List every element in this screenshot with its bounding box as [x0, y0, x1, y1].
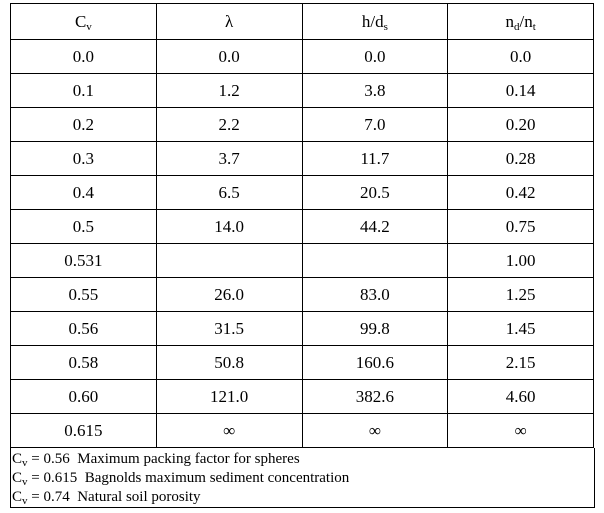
- table-cell: [301, 243, 449, 278]
- table-cell: 0.75: [447, 209, 594, 244]
- header-row: Cv λ h/ds nd/nt: [10, 3, 594, 40]
- table-cell: 0.55: [10, 277, 157, 312]
- table-row: 0.58 50.8 160.6 2.15: [10, 345, 594, 380]
- table-cell: 0.0: [301, 39, 449, 74]
- table-cell: 3.7: [155, 141, 303, 176]
- table-row: 0.5 14.0 44.2 0.75: [10, 209, 594, 244]
- table-cell: [155, 243, 303, 278]
- table-cell: 0.42: [447, 175, 594, 210]
- table-cell: 0.1: [10, 73, 157, 108]
- table-cell: 6.5: [155, 175, 303, 210]
- table-cell: 0.58: [10, 345, 157, 380]
- table-cell: 0.56: [10, 311, 157, 346]
- table-cell: 14.0: [155, 209, 303, 244]
- table-row: 0.4 6.5 20.5 0.42: [10, 175, 594, 210]
- table-cell: 83.0: [301, 277, 449, 312]
- table-cell: 0.531: [10, 243, 157, 278]
- table-cell: 121.0: [155, 379, 303, 414]
- table-cell: 0.2: [10, 107, 157, 142]
- table-cell: 1.25: [447, 277, 594, 312]
- table-cell: 0.0: [447, 39, 594, 74]
- table-row: 0.615 ∞ ∞ ∞: [10, 413, 594, 448]
- table-cell: 0.20: [447, 107, 594, 142]
- table-cell: 1.45: [447, 311, 594, 346]
- header-lambda: λ: [155, 3, 303, 40]
- note-line: Cv = 0.615 Bagnolds maximum sediment con…: [12, 469, 594, 488]
- header-cv: Cv: [10, 3, 157, 40]
- table-cell: 2.2: [155, 107, 303, 142]
- table-cell: 2.15: [447, 345, 594, 380]
- table-container: Cv λ h/ds nd/nt 0.0 0.0 0.0 0.0 0.1 1.2 3.8 0.1…: [10, 3, 595, 508]
- table-cell: 382.6: [301, 379, 449, 414]
- table-row: 0.55 26.0 83.0 1.25: [10, 277, 594, 312]
- table-cell: 26.0: [155, 277, 303, 312]
- table-cell: 0.0: [10, 39, 157, 74]
- note-line: Cv = 0.74 Natural soil porosity: [12, 488, 594, 507]
- table-row: 0.3 3.7 11.7 0.28: [10, 141, 594, 176]
- table-cell: 99.8: [301, 311, 449, 346]
- table-cell: ∞: [155, 413, 303, 448]
- table-cell: 0.0: [155, 39, 303, 74]
- note-symbol: C: [12, 470, 23, 486]
- table-row: 0.2 2.2 7.0 0.20: [10, 107, 594, 142]
- table-row: 0.60 121.0 382.6 4.60: [10, 379, 594, 414]
- table-cell: 1.00: [447, 243, 594, 278]
- table-cell: 4.60: [447, 379, 594, 414]
- table-cell: ∞: [301, 413, 449, 448]
- note-line: Cv = 0.56 Maximum packing factor for sph…: [12, 450, 594, 469]
- note-symbol: C: [12, 489, 23, 505]
- table-row: 0.531 1.00: [10, 243, 594, 278]
- table-cell: 1.2: [155, 73, 303, 108]
- notes-box: Cv = 0.56 Maximum packing factor for sph…: [10, 448, 595, 508]
- note-text: = 0.56 Maximum packing factor for sphere…: [27, 451, 300, 467]
- note-subscript: v: [22, 495, 28, 507]
- table-body: 0.0 0.0 0.0 0.0 0.1 1.2 3.8 0.14 0.2 2.2 7.0 0.20 0.…: [10, 39, 594, 448]
- note-subscript: v: [22, 457, 28, 469]
- table-row: 0.56 31.5 99.8 1.45: [10, 311, 594, 346]
- note-text: = 0.615 Bagnolds maximum sediment concen…: [27, 470, 350, 486]
- table-row: 0.1 1.2 3.8 0.14: [10, 73, 594, 108]
- table-cell: 3.8: [301, 73, 449, 108]
- table-cell: 0.615: [10, 413, 157, 448]
- table-cell: 0.3: [10, 141, 157, 176]
- note-text: = 0.74 Natural soil porosity: [27, 489, 201, 505]
- table-cell: 0.14: [447, 73, 594, 108]
- table-cell: 7.0: [301, 107, 449, 142]
- table-cell: 0.28: [447, 141, 594, 176]
- table-cell: 11.7: [301, 141, 449, 176]
- table-cell: 50.8: [155, 345, 303, 380]
- data-table: Cv λ h/ds nd/nt 0.0 0.0 0.0 0.0 0.1 1.2 3.8 0.1…: [10, 3, 594, 448]
- note-subscript: v: [22, 476, 28, 488]
- table-cell: 31.5: [155, 311, 303, 346]
- header-h-ds: h/ds: [301, 3, 449, 40]
- table-cell: 160.6: [301, 345, 449, 380]
- table-cell: 0.60: [10, 379, 157, 414]
- table-cell: 0.5: [10, 209, 157, 244]
- table-cell: 44.2: [301, 209, 449, 244]
- table-row: 0.0 0.0 0.0 0.0: [10, 39, 594, 74]
- header-nd-nt: nd/nt: [447, 3, 594, 40]
- note-symbol: C: [12, 451, 23, 467]
- table-cell: 0.4: [10, 175, 157, 210]
- table-cell: 20.5: [301, 175, 449, 210]
- table-cell: ∞: [447, 413, 594, 448]
